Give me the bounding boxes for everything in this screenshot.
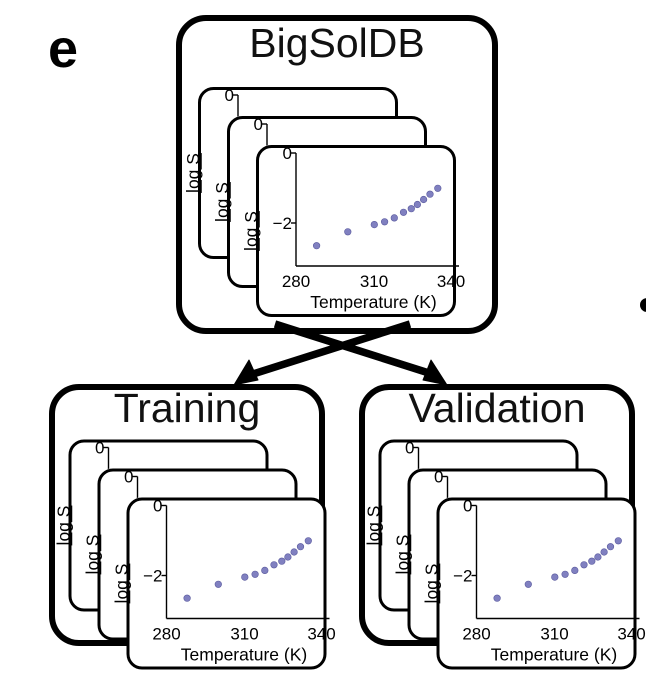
svg-text:−2: −2 [143,567,162,586]
svg-text:310: 310 [360,272,388,291]
svg-text:0: 0 [434,468,443,487]
svg-text:log S: log S [83,535,103,575]
svg-text:log S: log S [364,506,384,546]
svg-text:Temperature (K): Temperature (K) [181,645,307,665]
svg-text:log S: log S [241,211,261,251]
svg-text:0: 0 [153,497,162,516]
svg-text:−2: −2 [453,567,472,586]
svg-text:log S: log S [54,506,74,546]
svg-text:0: 0 [124,468,133,487]
svg-text:280: 280 [462,625,490,644]
svg-text:log S: log S [212,182,232,222]
svg-text:Temperature (K): Temperature (K) [491,645,617,665]
svg-text:0: 0 [95,439,104,458]
svg-text:log S: log S [183,153,203,193]
svg-text:0: 0 [283,144,292,163]
svg-text:0: 0 [225,86,234,105]
svg-text:340: 340 [437,272,465,291]
svg-text:340: 340 [617,625,645,644]
svg-text:0: 0 [463,497,472,516]
svg-text:log S: log S [393,535,413,575]
svg-text:310: 310 [230,625,258,644]
svg-text:−2: −2 [273,214,292,233]
svg-text:log S: log S [422,564,442,604]
svg-text:280: 280 [152,625,180,644]
svg-text:Temperature (K): Temperature (K) [310,292,436,312]
svg-text:log S: log S [112,564,132,604]
svg-text:340: 340 [307,625,335,644]
svg-text:0: 0 [405,439,414,458]
svg-text:280: 280 [282,272,310,291]
svg-text:310: 310 [540,625,568,644]
svg-text:0: 0 [254,115,263,134]
